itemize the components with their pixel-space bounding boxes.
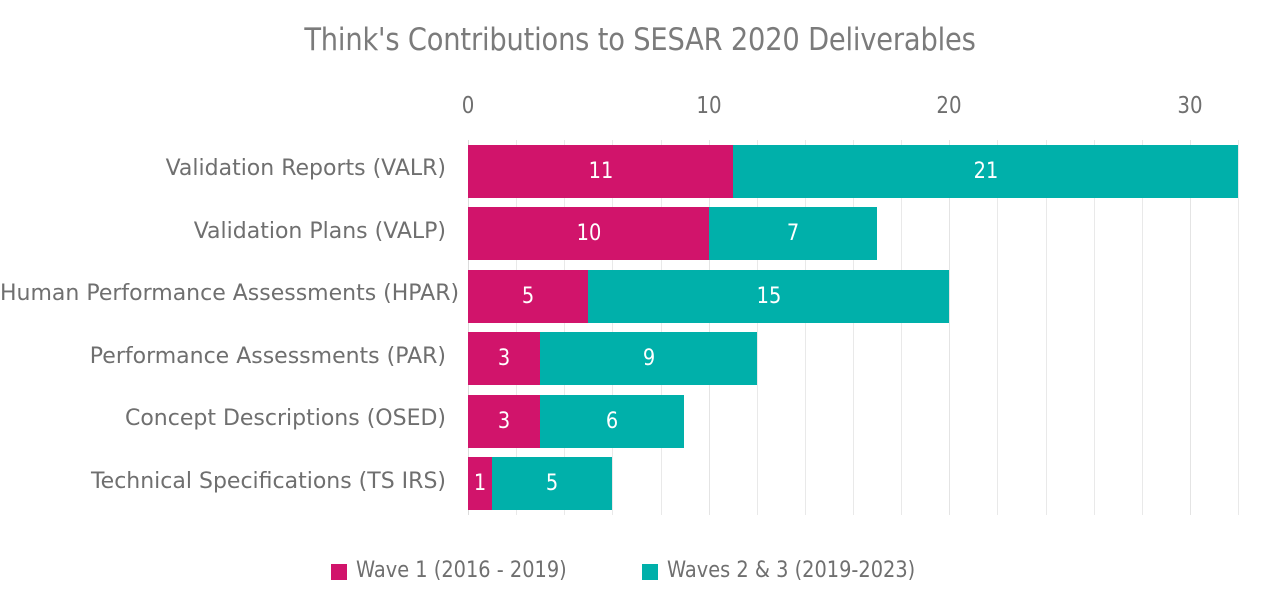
chart-legend: Wave 1 (2016 - 2019) Waves 2 & 3 (2019-20…	[0, 558, 1280, 583]
x-axis-tick-label: 20	[936, 93, 962, 119]
x-axis-tick-label: 0	[461, 93, 475, 119]
bar-value-label: 3	[497, 408, 511, 434]
gridline	[1190, 140, 1191, 515]
bar-value-label: 6	[605, 408, 619, 434]
bar-row: 5 15	[468, 269, 1238, 323]
bar-segment[interactable]: 15	[588, 269, 949, 323]
gridline	[997, 140, 998, 515]
y-axis-category-label: Human Performance Assessments (HPAR)	[0, 281, 460, 307]
bar-segment[interactable]: 10	[468, 207, 709, 261]
gridline	[661, 140, 662, 515]
chart-title: Think's Contributions to SESAR 2020 Deli…	[304, 22, 976, 58]
bar-segment[interactable]: 3	[468, 394, 540, 448]
bar-value-label: 1	[473, 471, 487, 497]
bar-value-label: 3	[497, 346, 511, 372]
y-axis-category-label: Concept Descriptions (OSED)	[124, 406, 446, 432]
gridline	[1094, 140, 1095, 515]
bar-value-label: 9	[642, 346, 655, 372]
gridline	[516, 140, 517, 515]
bar-value-label: 21	[973, 158, 998, 184]
bar-segment[interactable]: 11	[468, 144, 733, 198]
bar-segment[interactable]: 1	[468, 457, 492, 511]
bar-segment[interactable]: 5	[492, 457, 612, 511]
gridline	[1142, 140, 1143, 515]
bar-value-label: 15	[756, 283, 781, 309]
y-axis-category-label: Validation Plans (VALP)	[193, 218, 446, 244]
bar-value-label: 10	[576, 221, 601, 247]
bar-segment[interactable]: 9	[540, 332, 757, 386]
bar-row: 11 21	[468, 144, 1238, 198]
bar-segment[interactable]: 21	[733, 144, 1238, 198]
bar-segment[interactable]: 5	[468, 269, 588, 323]
plot-area: 11 21 10 7 5 15 3 9 3 6 1 5	[468, 140, 1239, 515]
y-axis-category-label: Validation Reports (VALR)	[165, 156, 446, 182]
legend-swatch-icon	[331, 563, 348, 580]
gridline	[612, 140, 613, 515]
bar-segment[interactable]: 3	[468, 332, 540, 386]
legend-item[interactable]: Waves 2 & 3 (2019-2023)	[641, 558, 949, 583]
y-axis-category-label: Technical Specifications (TS IRS)	[90, 468, 446, 494]
gridline	[1238, 140, 1239, 515]
bar-segment[interactable]: 7	[709, 207, 877, 261]
legend-item[interactable]: Wave 1 (2016 - 2019)	[331, 558, 595, 583]
gridline	[805, 140, 806, 515]
bar-value-label: 11	[588, 158, 613, 184]
bar-row: 10 7	[468, 207, 1238, 261]
y-axis-line	[468, 140, 469, 515]
gridline	[901, 140, 902, 515]
y-axis-category-label: Performance Assessments (PAR)	[89, 343, 446, 369]
legend-swatch-icon	[641, 563, 658, 580]
x-axis-tick-label: 10	[696, 93, 722, 119]
gridline	[949, 140, 950, 515]
x-axis-tick-label: 30	[1177, 93, 1203, 119]
gridline	[709, 140, 710, 515]
gridline	[757, 140, 758, 515]
bar-value-label: 5	[545, 471, 559, 497]
bar-value-label: 7	[786, 221, 800, 247]
bar-value-label: 5	[521, 283, 535, 309]
legend-label: Waves 2 & 3 (2019-2023)	[666, 558, 915, 583]
legend-label: Wave 1 (2016 - 2019)	[356, 558, 567, 583]
gridline	[564, 140, 565, 515]
gridline	[853, 140, 854, 515]
bar-segment[interactable]: 6	[540, 394, 684, 448]
gridline	[1046, 140, 1047, 515]
